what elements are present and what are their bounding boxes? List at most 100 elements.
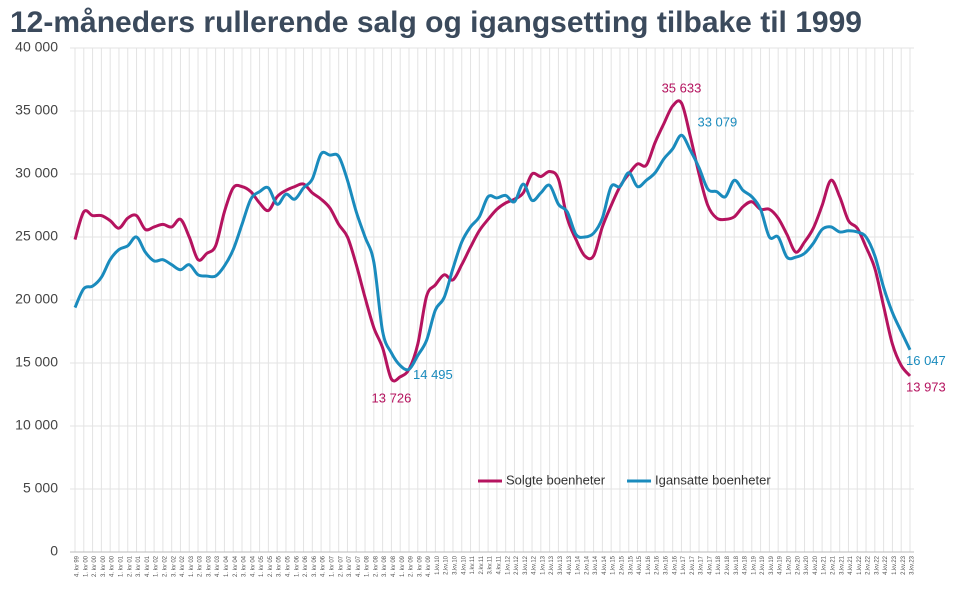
x-tick-label: 3. kv 01 [136,555,142,577]
x-tick-label: 1. kv 01 [119,555,125,577]
x-tick-label: 4. kv 06 [321,555,327,577]
x-tick-label: 2.kv.11 [479,555,485,574]
x-tick-label: 1.kv.23 [892,555,898,575]
x-tick-label: 4.kv.11 [496,555,502,574]
x-tick-label: 2.kv.15 [620,555,626,575]
x-tick-label: 2.kv.18 [725,555,731,575]
x-tick-label: 3. kv 08 [382,555,388,577]
x-tick-label: 4.kv.21 [848,555,854,575]
x-tick-label: 4.kv.12 [532,555,538,575]
x-tick-label: 2. kv 01 [127,555,133,577]
x-tick-label: 2. kv 02 [162,555,168,577]
y-tick-label: 20 000 [15,291,58,307]
x-tick-label: 4.kv.20 [813,555,819,575]
legend-label: Igansatte boenheter [655,472,771,487]
x-tick-label: 1. kv 00 [83,555,89,577]
x-tick-label: 1. kv 07 [329,555,335,577]
x-tick-label: 3. kv 06 [312,555,318,577]
x-tick-label: 1.kv.10 [435,555,441,575]
x-tick-label: 1.kv.16 [646,555,652,575]
x-tick-label: 2. kv 04 [233,555,239,577]
x-tick-label: 1.kv.21 [822,555,828,575]
x-tick-label: 1.kv.13 [540,555,546,575]
x-tick-label: 4.kv.22 [883,555,889,575]
x-tick-label: 1.kv.18 [716,555,722,575]
data-label: 13 973 [906,379,946,394]
x-tick-label: 3. kv 05 [277,555,283,577]
x-tick-label: 3. kv 04 [242,555,248,577]
x-tick-label: 3.kv.15 [628,555,634,575]
y-tick-label: 30 000 [15,165,58,181]
x-tick-label: 2.kv.22 [866,555,872,575]
y-tick-label: 35 000 [15,102,58,118]
line-series [73,99,912,383]
data-label: 14 495 [413,367,453,382]
x-tick-label: 3.kv.17 [699,555,705,575]
x-tick-label: 2. kv 00 [92,555,98,577]
x-tick-label: 2.kv.19 [760,555,766,575]
x-tick-label: 1.kv.12 [505,555,511,575]
x-tick-label: 4. kv 03 [215,555,221,577]
x-tick-label: 3.kv.12 [523,555,529,575]
x-tick-label: 4.kv.16 [672,555,678,575]
x-tick-label: 4.kv.18 [743,555,749,575]
x-tick-label: 1.kv.22 [857,555,863,575]
x-tick-label: 2.kv.23 [901,555,907,575]
x-tick-label: 1.kv.19 [751,555,757,575]
x-tick-label: 1. kv 09 [400,555,406,577]
x-tick-label: 4.kv.10 [461,555,467,575]
x-tick-label: 4. kv 99 [75,555,81,577]
x-tick-label: 1. kv 05 [259,555,265,577]
x-tick-label: 2. kv 06 [303,555,309,577]
x-tick-label: 2.kv.10 [444,555,450,575]
data-label: 13 726 [372,390,412,405]
x-tick-label: 2.kv.14 [584,555,590,575]
x-tick-label: 4. kv 05 [286,555,292,577]
x-tick-label: 1.kv.15 [611,555,617,575]
x-tick-label: 2. kv 08 [373,555,379,577]
x-tick-label: 4. kv 01 [145,555,151,577]
x-tick-label: 2. kv 09 [409,555,415,577]
data-label: 16 047 [906,353,946,368]
x-tick-label: 4.kv.17 [707,555,713,575]
x-tick-label: 1.kv.17 [681,555,687,575]
x-tick-label: 2.kv.13 [549,555,555,575]
x-tick-label: 3.kv.21 [839,555,845,575]
data-label: 35 633 [662,80,702,95]
x-tick-label: 4. kv 02 [180,555,186,577]
x-tick-label: 2.kv.21 [830,555,836,575]
line-series [73,133,912,372]
x-tick-label: 3. kv 00 [101,555,107,577]
x-tick-label: 4.kv.14 [602,555,608,575]
x-tick-label: 4.kv.15 [637,555,643,575]
x-tick-label: 1. kv 02 [154,555,160,577]
legend-label: Solgte boenheter [506,472,606,487]
x-tick-label: 4. kv 04 [250,555,256,577]
y-tick-label: 10 000 [15,417,58,433]
x-tick-label: 3.kv.16 [663,555,669,575]
x-tick-label: 1. kv 08 [365,555,371,577]
x-tick-label: 2. kv 03 [198,555,204,577]
x-tick-label: 1.kv.20 [787,555,793,575]
x-tick-label: 2. kv 07 [338,555,344,577]
x-tick-label: 2. kv 05 [268,555,274,577]
x-tick-label: 2.kv.17 [690,555,696,575]
x-tick-label: 1. kv 03 [189,555,195,577]
x-tick-label: 1.kv.11 [470,555,476,574]
x-tick-label: 3.kv.14 [593,555,599,575]
x-tick-label: 3.kv.11 [488,555,494,574]
y-tick-label: 40 000 [15,39,58,55]
y-tick-label: 5 000 [23,480,58,496]
x-tick-label: 4. kv 09 [426,555,432,577]
y-tick-label: 0 [50,543,58,559]
x-tick-label: 3.kv.19 [769,555,775,575]
x-tick-label: 4. kv 08 [391,555,397,577]
x-tick-label: 4. kv 07 [356,555,362,577]
x-tick-label: 3. kv 03 [206,555,212,577]
x-tick-label: 2.kv.16 [655,555,661,575]
x-tick-label: 3.kv.20 [804,555,810,575]
chart-title: 12-måneders rullerende salg og igangsett… [10,6,862,39]
x-tick-label: 1.kv.14 [576,555,582,575]
x-tick-label: 3.kv.22 [874,555,880,575]
